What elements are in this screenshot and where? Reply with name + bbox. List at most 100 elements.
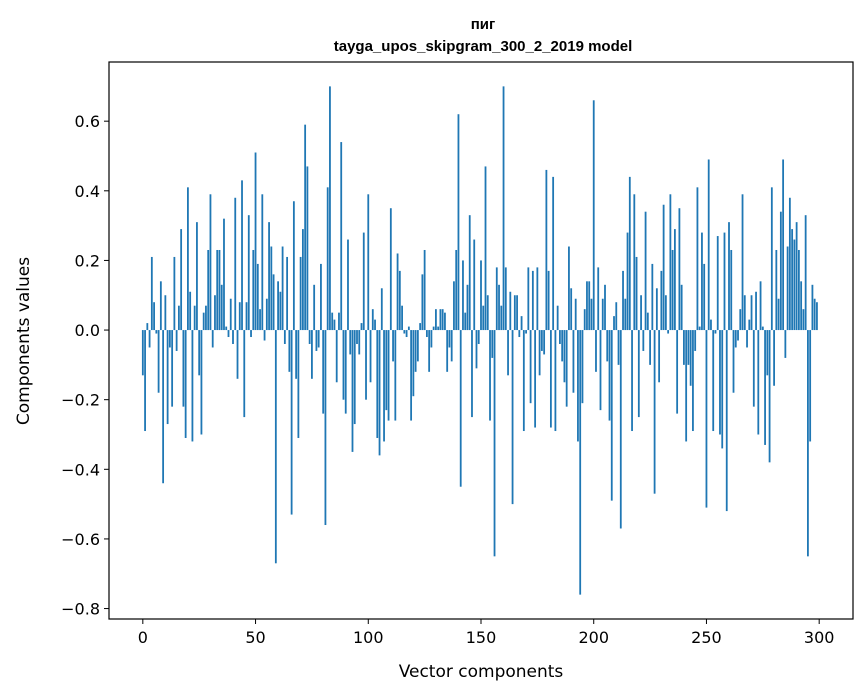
- bar-117: [405, 330, 408, 338]
- bar-11: [166, 330, 169, 425]
- bar-211: [617, 330, 620, 365]
- bar-46: [245, 302, 248, 331]
- bar-70: [299, 256, 302, 331]
- bar-33: [216, 249, 219, 331]
- bar-206: [606, 330, 609, 362]
- x-axis-ticks: 0 50 100 150 200 250 300: [138, 619, 834, 647]
- bar-89: [342, 330, 345, 400]
- bar-205: [604, 284, 606, 331]
- bar-53: [261, 194, 264, 331]
- bar-263: [734, 330, 737, 348]
- bar-103: [374, 319, 376, 331]
- bar-91: [347, 239, 349, 331]
- bar-279: [770, 187, 773, 331]
- bar-41: [234, 197, 237, 331]
- bar-196: [583, 309, 586, 331]
- bar-148: [475, 330, 478, 369]
- bar-126: [425, 330, 428, 338]
- bar-116: [403, 330, 406, 334]
- bar-171: [527, 267, 530, 331]
- y-tick-label: −0.8: [61, 600, 100, 619]
- bar-281: [775, 249, 778, 331]
- bar-10: [164, 295, 167, 331]
- y-tick-label: 0.4: [75, 182, 100, 201]
- bar-15: [175, 330, 178, 351]
- bar-24: [196, 222, 198, 331]
- bar-90: [344, 330, 347, 414]
- bar-159: [500, 305, 503, 331]
- bar-166: [516, 295, 518, 331]
- bar-5: [153, 302, 155, 331]
- bar-79: [320, 263, 322, 331]
- bar-297: [811, 284, 814, 331]
- bar-174: [534, 330, 537, 428]
- bar-238: [678, 208, 681, 331]
- bar-241: [685, 330, 688, 442]
- bar-222: [642, 330, 645, 351]
- bar-156: [493, 330, 496, 557]
- bar-287: [788, 197, 791, 331]
- bar-77: [315, 330, 318, 351]
- bar-187: [563, 330, 566, 383]
- bar-109: [387, 330, 390, 421]
- bar-127: [428, 330, 431, 372]
- bar-212: [619, 330, 622, 529]
- bar-208: [610, 330, 613, 501]
- bar-182: [552, 176, 555, 331]
- bar-134: [444, 312, 446, 331]
- bar-96: [358, 330, 361, 355]
- bar-32: [214, 295, 216, 331]
- bar-3: [148, 330, 151, 348]
- bar-48: [250, 330, 252, 338]
- bar-215: [626, 232, 629, 331]
- bar-280: [773, 330, 775, 386]
- bar-218: [633, 194, 636, 331]
- bar-257: [721, 330, 724, 449]
- bar-108: [385, 330, 388, 411]
- bar-239: [680, 284, 683, 331]
- bar-277: [766, 330, 769, 376]
- bar-278: [768, 330, 771, 463]
- bar-98: [362, 232, 365, 331]
- bar-195: [581, 330, 584, 404]
- bar-283: [779, 211, 782, 331]
- bar-272: [755, 291, 757, 331]
- bar-95: [356, 330, 358, 344]
- bar-58: [272, 274, 275, 331]
- bar-12: [168, 330, 171, 348]
- bar-201: [595, 330, 597, 372]
- bar-84: [331, 312, 334, 331]
- bar-86: [335, 330, 338, 383]
- bar-234: [669, 194, 672, 331]
- bar-188: [565, 330, 568, 407]
- bar-274: [759, 281, 762, 331]
- bar-66: [290, 330, 293, 515]
- bar-176: [538, 330, 541, 376]
- bar-43: [238, 302, 241, 331]
- bar-209: [613, 316, 615, 331]
- bar-199: [590, 298, 593, 331]
- bar-173: [531, 270, 534, 331]
- bar-131: [437, 326, 440, 331]
- bar-102: [371, 309, 374, 331]
- bar-42: [236, 330, 239, 379]
- bar-30: [209, 194, 212, 331]
- bar-6: [155, 330, 158, 334]
- bar-260: [728, 222, 730, 331]
- bar-35: [220, 284, 223, 331]
- bar-142: [462, 260, 464, 331]
- bar-220: [637, 330, 640, 418]
- bar-184: [556, 305, 559, 331]
- bar-8: [159, 281, 162, 331]
- bar-181: [549, 330, 552, 428]
- bar-168: [520, 316, 523, 331]
- bar-216: [628, 176, 631, 331]
- bar-147: [473, 239, 476, 331]
- bar-165: [513, 295, 516, 331]
- bar-259: [725, 330, 728, 512]
- bar-155: [491, 330, 494, 358]
- bar-291: [797, 249, 800, 331]
- bar-149: [477, 330, 480, 344]
- bar-100: [367, 194, 370, 331]
